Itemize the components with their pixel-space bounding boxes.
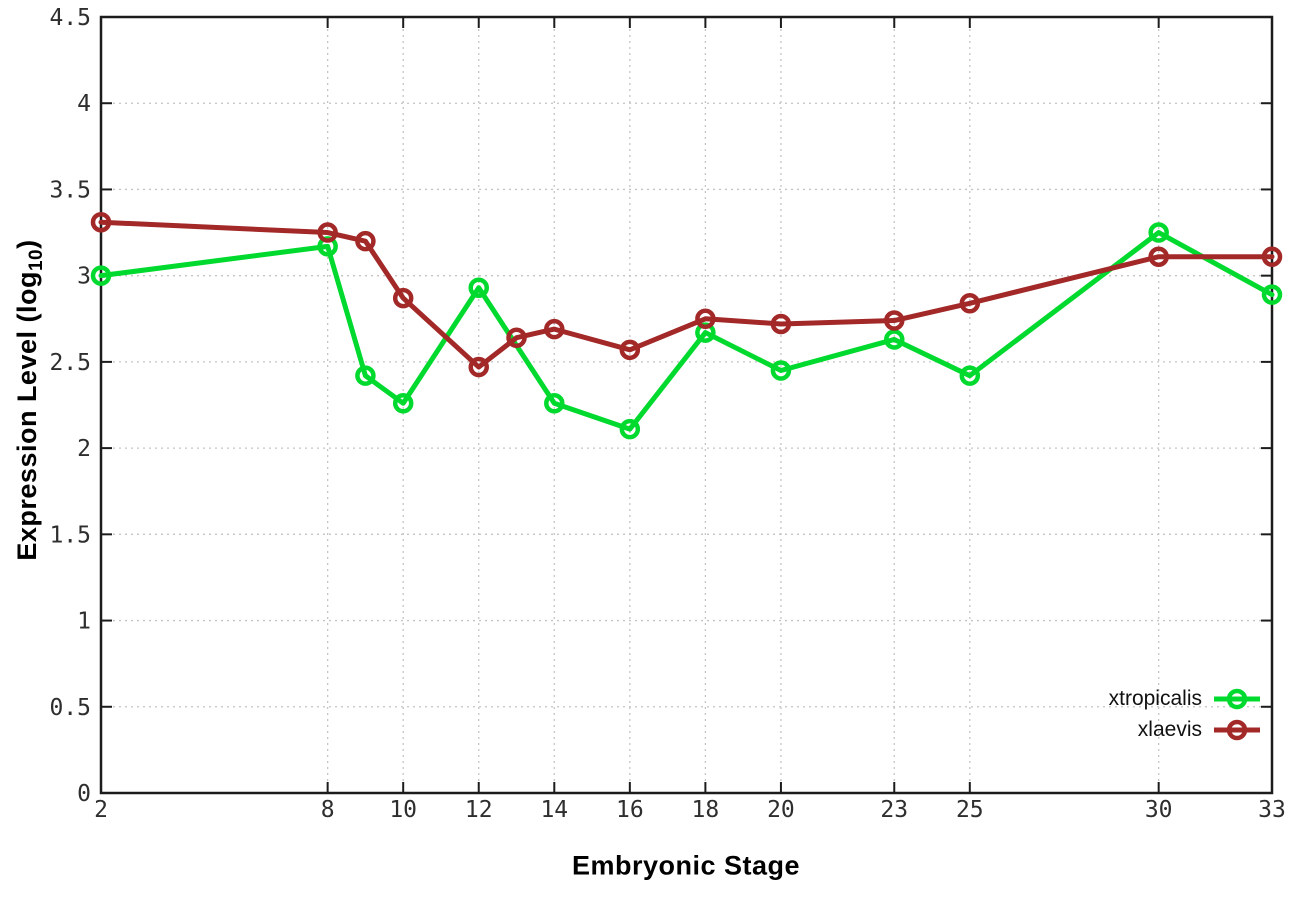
y-tick-label: 3.5 — [49, 177, 91, 203]
data-point-xtropicalis — [355, 365, 376, 386]
y-tick-label: 4 — [77, 91, 91, 117]
legend-label-xtropicalis: xtropicalis — [1108, 686, 1202, 710]
y-tick-label: 0 — [77, 781, 91, 807]
x-tick-label: 16 — [616, 797, 644, 823]
xlaevis-line-marker-icon — [1214, 719, 1260, 740]
y-tick-label: 1.5 — [49, 522, 91, 548]
data-point-xtropicalis — [544, 393, 565, 414]
xtropicalis-line-marker-icon — [1214, 688, 1260, 709]
y-axis-title-text: Expression Level (log — [11, 271, 42, 561]
x-tick-label: 30 — [1145, 797, 1173, 823]
plot-border — [99, 15, 1274, 795]
data-point-xlaevis — [695, 308, 716, 330]
data-point-xlaevis — [90, 211, 112, 233]
y-tick-label: 1 — [77, 609, 91, 635]
data-point-xlaevis — [770, 313, 792, 335]
y-axis-title-suffix: ) — [11, 239, 42, 249]
data-point-xtropicalis — [959, 365, 981, 386]
data-point-xtropicalis — [392, 393, 414, 414]
data-point-xtropicalis — [1261, 284, 1283, 305]
legend-item-xlaevis: xlaevis — [1138, 716, 1262, 743]
data-point-xlaevis — [468, 356, 489, 378]
y-axis-title-subscript: 10 — [26, 248, 48, 272]
legend-label-xlaevis: xlaevis — [1137, 717, 1202, 741]
x-tick-label: 33 — [1258, 797, 1286, 823]
x-tick-label: 8 — [321, 797, 335, 823]
data-point-xlaevis — [544, 318, 565, 340]
data-point-xlaevis — [392, 287, 414, 309]
y-tick-label: 2.5 — [49, 350, 91, 376]
x-tick-label: 23 — [880, 797, 908, 823]
data-point-xlaevis — [1261, 246, 1283, 267]
data-point-xtropicalis — [619, 418, 641, 440]
x-tick-label: 12 — [465, 797, 493, 823]
data-point-xtropicalis — [90, 265, 112, 286]
data-point-xlaevis — [884, 310, 905, 331]
series-line-xtropicalis — [98, 230, 1275, 432]
x-tick-label: 10 — [389, 797, 417, 823]
y-tick-label: 2 — [77, 436, 91, 462]
legend: xtropicalis xlaevis — [1109, 685, 1262, 743]
y-tick-label: 4.5 — [49, 5, 91, 31]
data-point-xtropicalis — [1148, 222, 1169, 243]
y-axis-title: Expression Level (log10) — [12, 239, 48, 560]
y-tick-label: 3 — [77, 264, 91, 290]
x-axis-title: Embryonic Stage — [571, 850, 801, 881]
data-point-xlaevis — [355, 230, 376, 252]
data-point-xtropicalis — [884, 329, 905, 350]
series-line-xlaevis — [98, 219, 1275, 370]
data-point-xtropicalis — [770, 360, 792, 381]
x-tick-label: 14 — [540, 797, 568, 823]
x-tick-label: 20 — [767, 797, 795, 823]
x-tick-label: 25 — [956, 797, 984, 823]
data-point-xlaevis — [506, 327, 527, 348]
data-point-xlaevis — [619, 339, 641, 361]
data-point-xlaevis — [317, 222, 338, 243]
data-point-xlaevis — [959, 293, 981, 314]
data-point-xlaevis — [1148, 246, 1169, 267]
data-point-xtropicalis — [468, 277, 489, 298]
legend-item-xtropicalis: xtropicalis — [1109, 685, 1262, 712]
x-tick-label: 2 — [94, 797, 108, 823]
y-tick-label: 0.5 — [49, 695, 91, 721]
x-tick-label: 18 — [692, 797, 720, 823]
